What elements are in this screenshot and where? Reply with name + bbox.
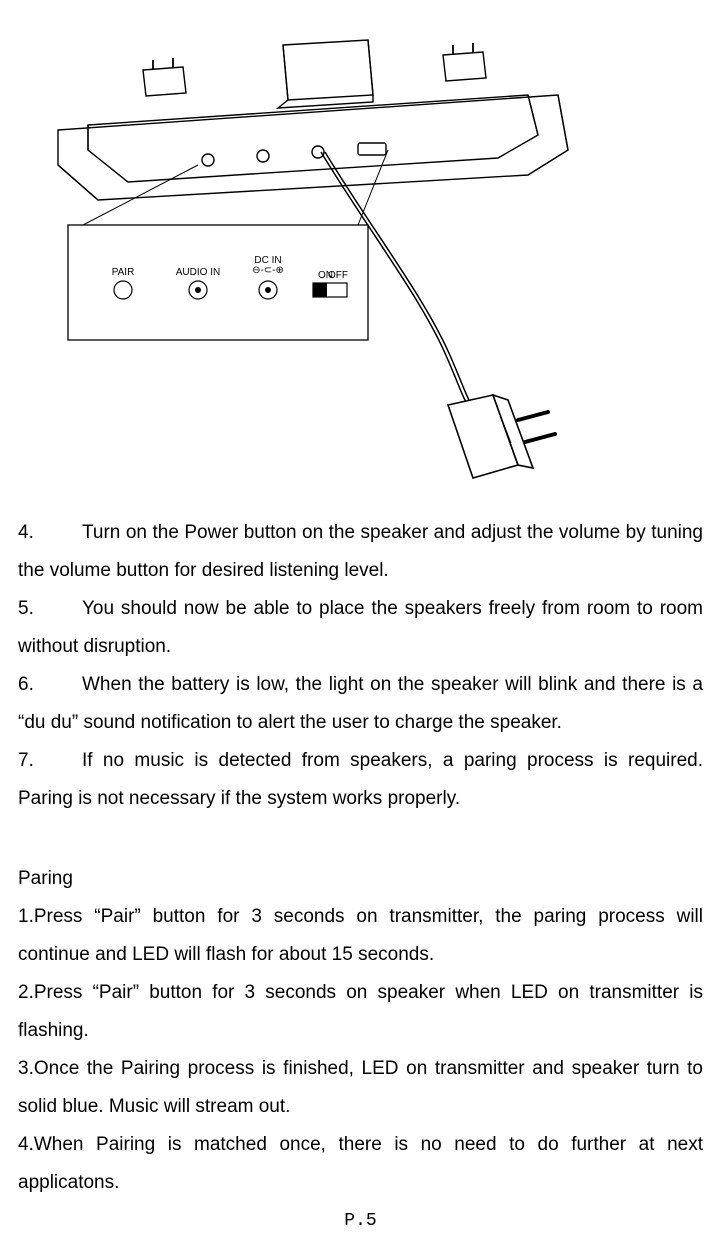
left-connector: [143, 58, 186, 96]
panel-detail: PAIR AUDIO IN DC IN ⊖-⊂-⊕ ON OFF: [68, 225, 368, 340]
docking-base: [58, 40, 568, 200]
diagram-svg: PAIR AUDIO IN DC IN ⊖-⊂-⊕ ON OFF: [28, 0, 588, 510]
step-5: 5.You should now be able to place the sp…: [18, 590, 703, 666]
step-number: 6.: [18, 666, 82, 704]
callout-lines: [83, 150, 388, 225]
label-pair: PAIR: [112, 267, 135, 278]
label-polarity: ⊖-⊂-⊕: [252, 265, 284, 276]
blank-line: [18, 822, 703, 860]
page-number: P.5: [0, 1211, 721, 1231]
right-connector: [443, 43, 486, 81]
step-text: Turn on the Power button on the speaker …: [18, 522, 703, 581]
step-text: You should now be able to place the spea…: [18, 598, 703, 657]
step-number: 5.: [18, 590, 82, 628]
paring-title: Paring: [18, 860, 703, 898]
center-cradle: [278, 40, 373, 108]
paring-step-4: 4.When Pairing is matched once, there is…: [18, 1126, 703, 1202]
step-7: 7.If no music is detected from speakers,…: [18, 742, 703, 818]
label-off: OFF: [328, 270, 348, 281]
step-4: 4.Turn on the Power button on the speake…: [18, 514, 703, 590]
label-audio-in: AUDIO IN: [176, 267, 220, 278]
step-number: 4.: [18, 514, 82, 552]
power-adapter: [448, 395, 555, 478]
step-number: 7.: [18, 742, 82, 780]
step-text: When the battery is low, the light on th…: [18, 674, 703, 733]
paring-step-3: 3.Once the Pairing process is finished, …: [18, 1050, 703, 1126]
paring-step-1: 1.Press “Pair” button for 3 seconds on t…: [18, 898, 703, 974]
step-text: If no music is detected from speakers, a…: [18, 750, 703, 809]
step-6: 6.When the battery is low, the light on …: [18, 666, 703, 742]
manual-page: PAIR AUDIO IN DC IN ⊖-⊂-⊕ ON OFF: [0, 0, 721, 1251]
device-diagram: PAIR AUDIO IN DC IN ⊖-⊂-⊕ ON OFF: [18, 0, 703, 510]
paring-step-2: 2.Press “Pair” button for 3 seconds on s…: [18, 974, 703, 1050]
instruction-steps: 4.Turn on the Power button on the speake…: [18, 514, 703, 818]
